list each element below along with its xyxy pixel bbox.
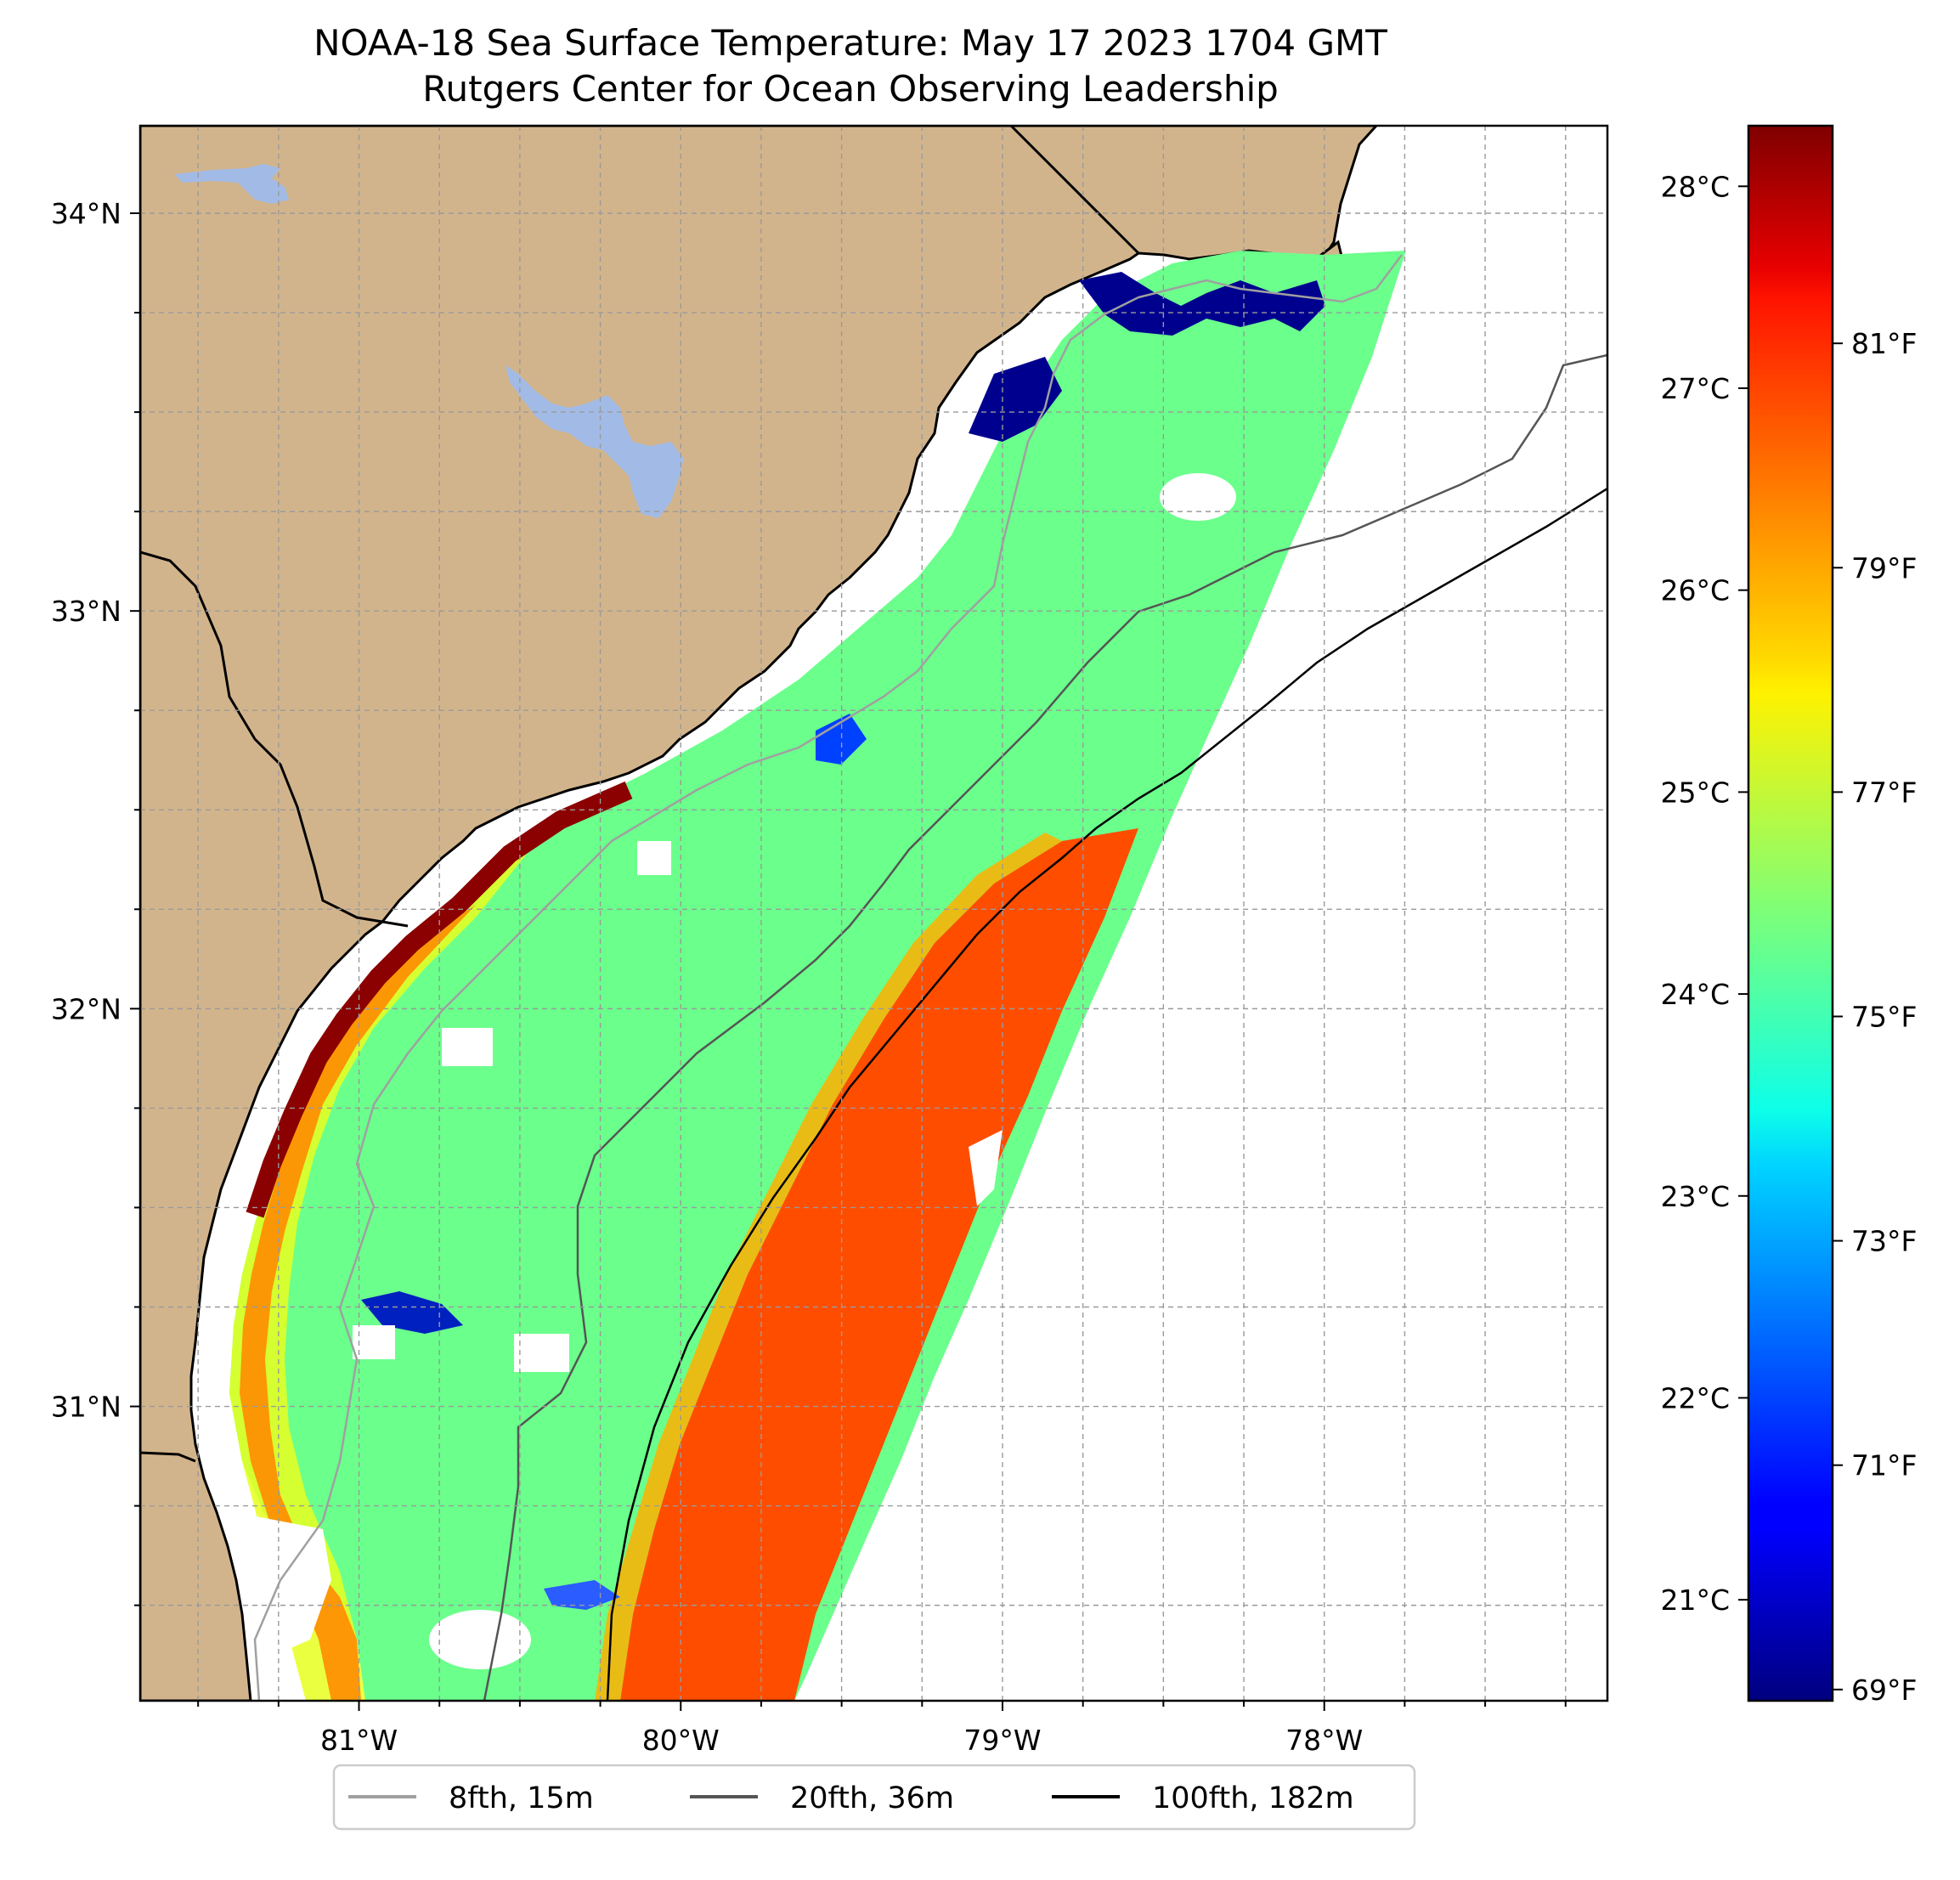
fahrenheit-tick-label: 71°F [1851,1449,1917,1482]
lon-tick-label: 80°W [642,1724,720,1757]
celsius-tick-label: 28°C [1660,170,1730,203]
fahrenheit-tick-label: 73°F [1851,1225,1917,1258]
isobath-36m [483,353,1607,1701]
sst-swath [229,251,1406,1701]
lake-north [174,164,289,204]
legend-box [332,1764,1416,1831]
gridlines [140,126,1607,1701]
legend-label-100fth: 100fth, 182m [1152,1781,1354,1815]
chart-subtitle: Rutgers Center for Ocean Observing Leade… [422,68,1279,110]
celsius-tick-label: 22°C [1660,1381,1730,1414]
celsius-tick-label: 23°C [1660,1180,1730,1213]
celsius-tick-label: 27°C [1660,372,1730,405]
celsius-tick-label: 25°C [1660,776,1730,809]
lat-tick-label: 32°N [51,992,121,1025]
state-border [140,550,409,928]
isobath-legend: 8fth, 15m 20fth, 36m 100fth, 182m [332,1764,1416,1831]
lat-tick-label: 34°N [51,197,121,230]
state-border-north [1009,126,1140,255]
map-axes: 81°W 80°W 79°W 78°W 31°N 32°N 33°N 34°N [51,197,1567,1757]
colorbar: 21°C 22°C 23°C 24°C 25°C 26°C 27°C 28°C … [1660,124,1917,1707]
celsius-tick-label: 24°C [1660,978,1730,1011]
celsius-tick-label: 26°C [1660,574,1730,607]
chart-title: NOAA-18 Sea Surface Temperature: May 17 … [313,22,1387,64]
lon-tick-label: 81°W [320,1724,398,1757]
isobath-182m [606,487,1607,1701]
lake-marion [506,365,684,518]
legend-label-20fth: 20fth, 36m [790,1781,954,1815]
map-frame [138,124,1609,1702]
lat-tick-label: 31°N [51,1391,121,1424]
colorbar-gradient [1747,124,1834,1702]
state-border-south [140,1451,196,1463]
legend-label-8fth: 8fth, 15m [449,1781,594,1815]
map-area [140,126,1607,1701]
lon-tick-label: 78°W [1285,1724,1363,1757]
fahrenheit-tick-label: 69°F [1851,1674,1917,1707]
fahrenheit-tick-label: 75°F [1851,1000,1917,1033]
lat-tick-label: 33°N [51,595,121,628]
fahrenheit-tick-label: 79°F [1851,551,1917,584]
celsius-tick-label: 21°C [1660,1584,1730,1617]
lon-tick-label: 79°W [963,1724,1041,1757]
isobath-15m [253,254,1403,1701]
fahrenheit-tick-label: 81°F [1851,327,1917,360]
fahrenheit-tick-label: 77°F [1851,776,1917,809]
